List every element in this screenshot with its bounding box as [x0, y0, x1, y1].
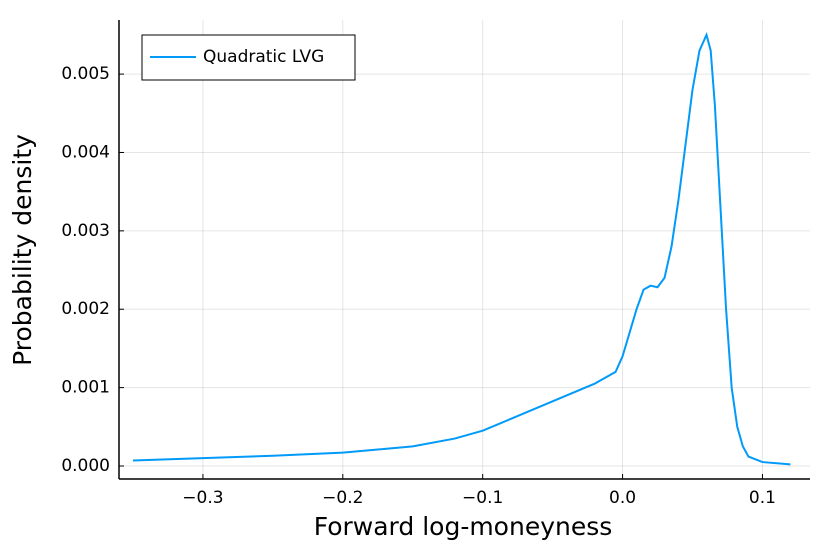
legend-label: Quadratic LVG: [203, 47, 324, 67]
y-tick-label: 0.000: [61, 456, 110, 476]
x-axis-label: Forward log-moneyness: [314, 512, 613, 541]
y-tick-label: 0.003: [61, 221, 110, 241]
y-tick-label: 0.005: [61, 64, 110, 84]
y-tick-label: 0.001: [61, 378, 110, 398]
x-tick-label: −0.2: [322, 488, 363, 508]
x-tick-label: −0.3: [182, 488, 223, 508]
y-tick-label: 0.002: [61, 299, 110, 319]
x-tick-label: −0.1: [462, 488, 503, 508]
line: [132, 31, 791, 466]
x-tick-label: 0.0: [609, 488, 636, 508]
y-axis-label: Probability density: [8, 134, 37, 366]
x-tick-label: 0.1: [749, 488, 776, 508]
y-tick-label: 0.004: [61, 142, 110, 162]
